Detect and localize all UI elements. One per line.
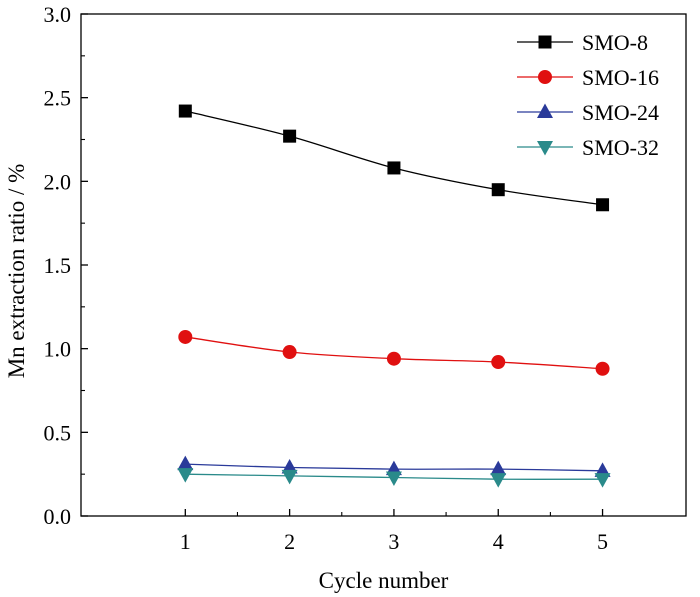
- series-smo-8: [178, 104, 610, 212]
- data-point: [595, 361, 610, 376]
- x-tick-label: 5: [597, 529, 608, 554]
- legend-label: SMO-8: [582, 30, 648, 55]
- data-point: [177, 455, 194, 471]
- y-tick-label: 2.5: [44, 86, 72, 111]
- x-tick-label: 4: [493, 529, 504, 554]
- data-point: [178, 104, 192, 118]
- data-point: [491, 183, 505, 197]
- legend-marker: [538, 70, 552, 84]
- legend-marker: [537, 103, 553, 118]
- data-point: [490, 473, 507, 488]
- data-point: [490, 460, 507, 476]
- data-point: [596, 198, 610, 212]
- x-tick-label: 2: [284, 529, 295, 554]
- legend-entry: SMO-24: [517, 100, 659, 125]
- y-tick-label: 1.0: [44, 337, 72, 362]
- series-layer: [177, 104, 611, 488]
- legend-entry: SMO-8: [517, 30, 648, 55]
- legend-entry: SMO-16: [517, 65, 659, 90]
- data-point: [385, 471, 402, 487]
- x-axis-title: Cycle number: [319, 568, 449, 593]
- data-point: [177, 468, 194, 483]
- data-point: [282, 345, 297, 360]
- legend-label: SMO-16: [582, 65, 659, 90]
- data-point: [594, 473, 611, 488]
- y-tick-label: 0.5: [44, 420, 72, 445]
- legend: SMO-8 SMO-16 SMO-24 SMO-32: [517, 30, 659, 160]
- data-point: [387, 161, 401, 175]
- x-tick-label: 1: [180, 529, 191, 554]
- legend-marker: [538, 35, 552, 49]
- legend-label: SMO-24: [582, 100, 659, 125]
- legend-entry: SMO-32: [517, 135, 659, 160]
- legend-marker: [537, 141, 553, 156]
- y-axis-title: Mn extraction ratio / %: [4, 164, 29, 379]
- data-point: [281, 469, 298, 485]
- legend-label: SMO-32: [582, 135, 659, 160]
- series-line: [185, 110, 603, 206]
- y-tick-label: 0.0: [44, 504, 72, 529]
- y-tick-label: 1.5: [44, 253, 72, 278]
- data-point: [283, 129, 297, 143]
- data-point: [178, 329, 193, 344]
- data-point: [386, 351, 401, 366]
- x-tick-label: 3: [388, 529, 399, 554]
- axes: 0.0 0.5 1.0 1.5 2.0 2.5 3.0 1 2 3 4 5: [44, 2, 687, 554]
- data-point: [491, 355, 506, 370]
- y-tick-label: 2.0: [44, 169, 72, 194]
- series-smo-16: [178, 329, 610, 376]
- y-tick-label: 3.0: [44, 2, 72, 27]
- series-smo-32: [177, 468, 611, 488]
